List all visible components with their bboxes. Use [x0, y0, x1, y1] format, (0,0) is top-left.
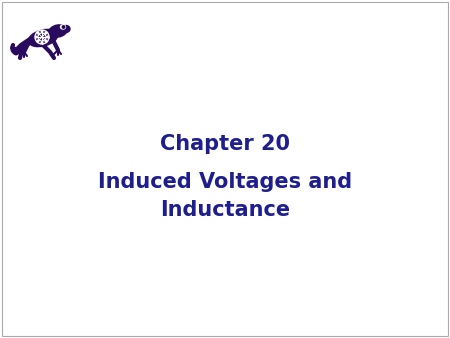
- Circle shape: [47, 36, 48, 38]
- Circle shape: [45, 40, 47, 42]
- Circle shape: [41, 31, 43, 32]
- Text: Induced Voltages and
Inductance: Induced Voltages and Inductance: [98, 172, 352, 220]
- Ellipse shape: [49, 25, 67, 37]
- Ellipse shape: [62, 25, 70, 32]
- Ellipse shape: [60, 25, 66, 29]
- Text: Chapter 20: Chapter 20: [160, 134, 290, 154]
- Ellipse shape: [28, 29, 58, 47]
- Circle shape: [36, 36, 37, 38]
- Circle shape: [41, 42, 43, 43]
- Ellipse shape: [62, 26, 65, 28]
- Circle shape: [45, 32, 47, 34]
- Circle shape: [37, 32, 39, 34]
- Circle shape: [37, 40, 39, 42]
